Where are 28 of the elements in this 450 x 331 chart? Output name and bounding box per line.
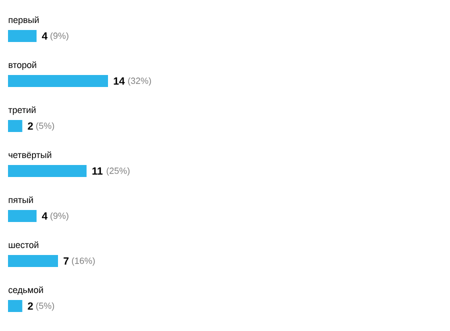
- y-tick-label: третий: [8, 106, 36, 115]
- annotation: (16%): [72, 257, 95, 266]
- y-tick-label: второй: [8, 61, 36, 70]
- data-label: 11: [92, 167, 103, 175]
- y-tick-label: шестой: [8, 241, 38, 248]
- data-label: 4: [42, 32, 48, 40]
- data-label: 2: [28, 122, 33, 130]
- bar: [8, 300, 22, 312]
- y-tick-label: седьмой: [8, 286, 43, 295]
- data-label: 7: [64, 257, 69, 265]
- bar: [8, 165, 87, 178]
- bar: [8, 210, 37, 222]
- data-label: 14: [114, 77, 125, 85]
- y-tick-label: первый: [8, 16, 39, 25]
- bar: [8, 75, 108, 88]
- bar: [8, 120, 22, 132]
- y-tick-label: четвёртый: [8, 151, 52, 160]
- annotation: (5%): [36, 302, 54, 311]
- annotation: (9%): [50, 212, 68, 221]
- bar: [8, 30, 37, 42]
- bar: [8, 255, 58, 268]
- data-label: 2: [28, 302, 33, 310]
- annotation: (25%): [106, 167, 130, 176]
- y-tick-label: пятый: [8, 196, 33, 204]
- annotation: (9%): [50, 32, 68, 41]
- annotation: (32%): [128, 77, 151, 86]
- annotation: (5%): [36, 122, 54, 131]
- data-label: 4: [42, 212, 48, 220]
